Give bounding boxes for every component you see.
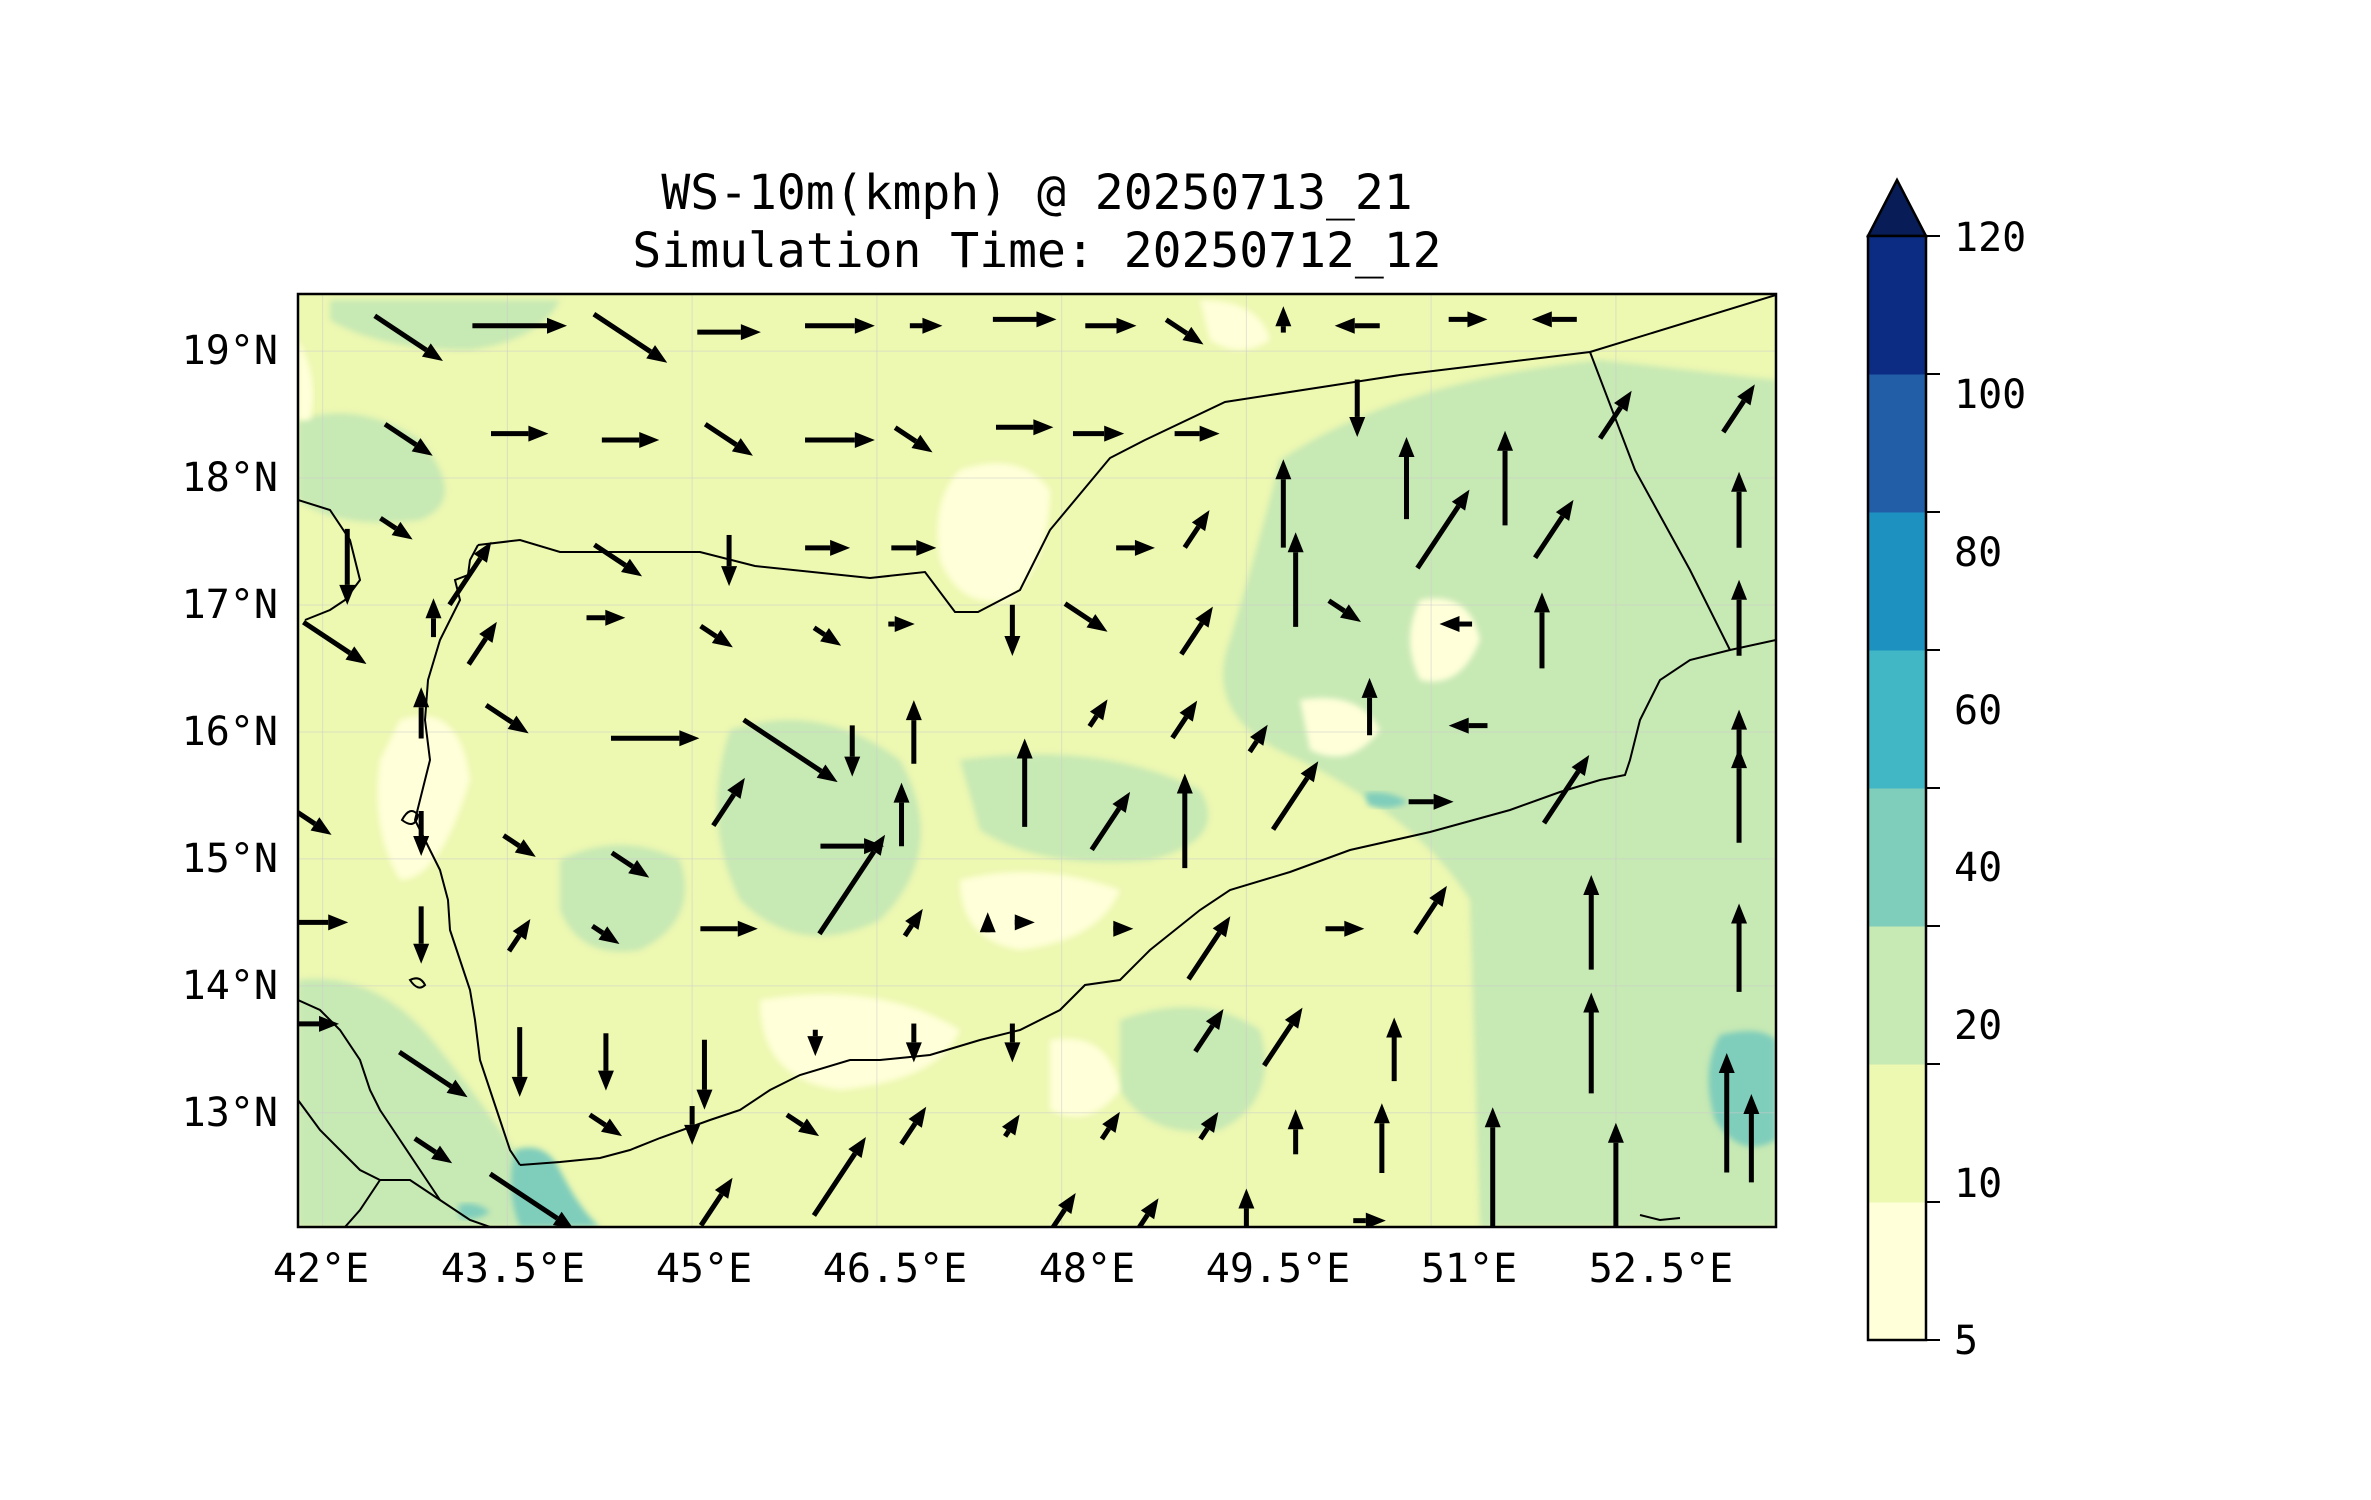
- y-tick-label: 14°N: [182, 963, 278, 1009]
- colorbar-label: 10: [1954, 1161, 2002, 1207]
- x-tick-label: 51°E: [1421, 1246, 1517, 1292]
- x-tick-label: 46.5°E: [823, 1246, 968, 1292]
- y-tick-label: 19°N: [182, 328, 278, 374]
- colorbar-label: 40: [1954, 845, 2002, 891]
- y-tick-label: 15°N: [182, 836, 278, 882]
- colorbar-bands: [1868, 236, 1926, 1341]
- colorbar-band: [1868, 926, 1926, 1065]
- colorbar-label: 5: [1954, 1318, 1978, 1364]
- colorbar-band: [1868, 512, 1926, 651]
- colorbar-label: 100: [1954, 372, 2026, 418]
- colorbar-band: [1868, 374, 1926, 513]
- colorbar-band: [1868, 236, 1926, 375]
- x-tick-label: 43.5°E: [441, 1246, 586, 1292]
- x-tick-label: 42°E: [273, 1246, 369, 1292]
- x-axis: 42°E 43.5°E 45°E 46.5°E 48°E 49.5°E 51°E…: [273, 1246, 1733, 1292]
- y-axis: 19°N 18°N 17°N 16°N 15°N 14°N 13°N: [182, 328, 278, 1136]
- colorbar-label: 20: [1954, 1003, 2002, 1049]
- colorbar-label: 120: [1954, 215, 2026, 261]
- y-tick-label: 18°N: [182, 455, 278, 501]
- y-tick-label: 13°N: [182, 1090, 278, 1136]
- colorbar-ticks: [1926, 236, 1940, 1340]
- colorbar-band: [1868, 1064, 1926, 1203]
- colorbar: 5 10 20 40 60 80 100 120: [1868, 180, 2026, 1364]
- colorbar-labels: 5 10 20 40 60 80 100 120: [1954, 215, 2026, 1364]
- x-tick-label: 49.5°E: [1206, 1246, 1351, 1292]
- colorbar-label: 80: [1954, 530, 2002, 576]
- x-tick-label: 48°E: [1039, 1246, 1135, 1292]
- colorbar-label: 60: [1954, 688, 2002, 734]
- y-tick-label: 17°N: [182, 582, 278, 628]
- colorbar-extend-max: [1868, 180, 1926, 236]
- colorbar-band: [1868, 1202, 1926, 1341]
- colorbar-band: [1868, 788, 1926, 927]
- colorbar-band: [1868, 650, 1926, 789]
- x-tick-label: 52.5°E: [1589, 1246, 1734, 1292]
- y-tick-label: 16°N: [182, 709, 278, 755]
- x-tick-label: 45°E: [656, 1246, 752, 1292]
